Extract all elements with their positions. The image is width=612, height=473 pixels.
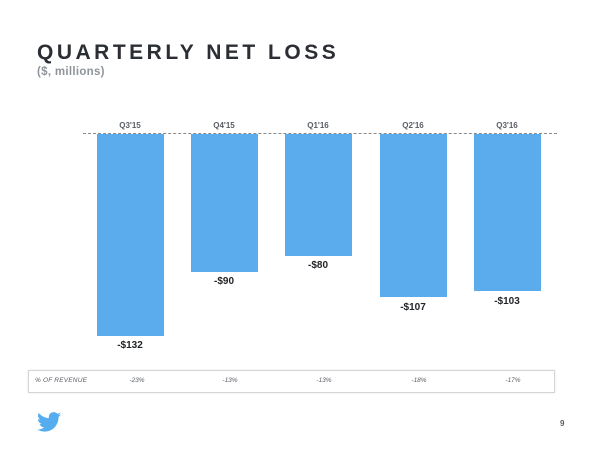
table-cell: -18%	[411, 377, 427, 384]
table-cell: -17%	[505, 377, 521, 384]
category-label: Q3'15	[119, 121, 141, 130]
value-label: -$132	[117, 340, 143, 351]
table-cell: -13%	[222, 377, 238, 384]
table-row-label: % OF REVENUE	[35, 377, 88, 384]
category-label: Q2'16	[402, 121, 424, 130]
bar-q2-16	[380, 134, 447, 297]
bar-q3-16	[474, 134, 541, 291]
bar-q1-16	[285, 134, 352, 256]
value-label: -$90	[213, 276, 234, 287]
table-cell: -13%	[316, 377, 332, 384]
value-label: -$80	[307, 260, 328, 271]
page-number: 9	[560, 419, 565, 428]
page-title: QUARTERLY NET LOSS	[37, 41, 340, 64]
twitter-bird-icon	[37, 412, 61, 432]
page-subtitle: ($, millions)	[37, 66, 105, 78]
bar-q4-15	[191, 134, 258, 272]
value-label: -$107	[400, 302, 426, 313]
table-cell: -23%	[129, 377, 145, 384]
percent-of-revenue-table: % OF REVENUE -23% -13% -13% -18% -17%	[28, 370, 555, 393]
chart-baseline	[83, 133, 557, 134]
category-label: Q3'16	[496, 121, 518, 130]
category-label: Q4'15	[213, 121, 235, 130]
bar-q3-15	[97, 134, 164, 336]
value-label: -$103	[494, 296, 520, 307]
category-label: Q1'16	[307, 121, 329, 130]
